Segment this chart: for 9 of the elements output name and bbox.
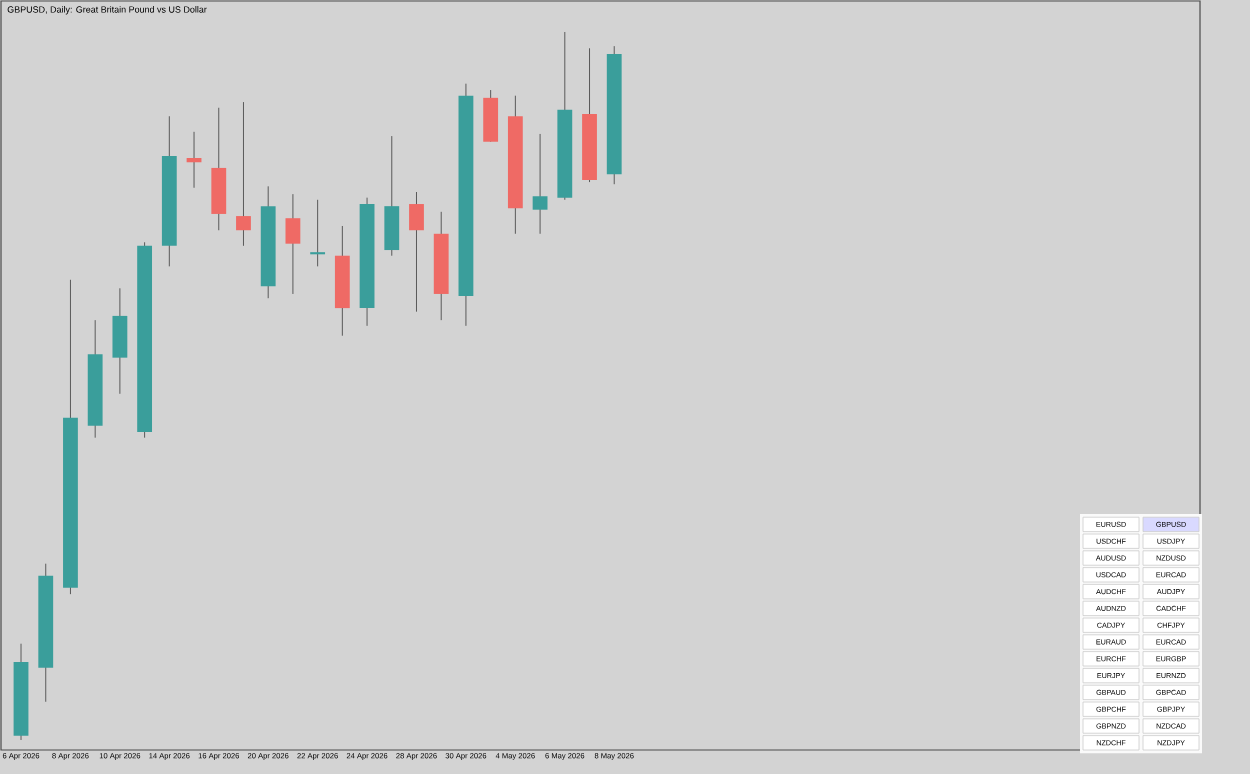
candlestick [409, 191, 424, 313]
candlestick [532, 133, 548, 235]
candlestick [285, 193, 301, 295]
candlestick [236, 101, 251, 247]
candlestick [112, 287, 128, 395]
candlestick [483, 89, 499, 143]
candlestick [310, 199, 326, 267]
candlestick [211, 107, 227, 231]
candlestick [384, 135, 400, 257]
